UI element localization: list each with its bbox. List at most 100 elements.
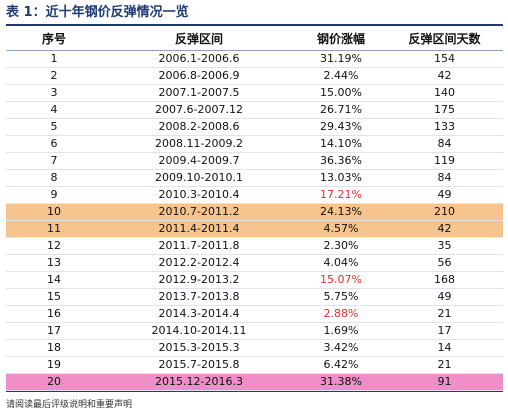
cell-days: 17 xyxy=(437,324,452,337)
cell-index: 20 xyxy=(6,373,102,391)
cell-days: 49 xyxy=(437,188,452,201)
cell-days: 35 xyxy=(437,239,452,252)
cell-days: 154 xyxy=(434,52,455,65)
cell-period: 2010.7-2011.2 xyxy=(102,203,296,221)
cell-price-rise: 5.75% xyxy=(323,290,359,303)
header-days: 反弹区间天数 xyxy=(408,31,481,46)
cell-days: 21 xyxy=(437,358,452,371)
cell-index: 15 xyxy=(47,290,61,303)
cell-price-rise: 2.88% xyxy=(323,307,359,320)
cell-index: 14 xyxy=(47,273,61,286)
table-row: 17 2014.10-2014.11 1.69% 17 xyxy=(6,323,503,340)
cell-period: 2007.6-2007.12 xyxy=(155,103,243,116)
cell-index: 2 xyxy=(50,69,58,82)
cell-price-rise: 2.30% xyxy=(323,239,359,252)
cell-index: 6 xyxy=(50,137,58,150)
cell-period: 2009.4-2009.7 xyxy=(158,154,240,167)
table-row: 18 2015.3-2015.3 3.42% 14 xyxy=(6,340,503,357)
cell-period: 2006.8-2006.9 xyxy=(158,69,240,82)
cell-period: 2014.3-2014.4 xyxy=(158,307,240,320)
header-period: 反弹区间 xyxy=(174,31,223,46)
cell-days: 175 xyxy=(434,103,455,116)
cell-days: 14 xyxy=(437,341,452,354)
table-row: 11 2011.4-2011.4 4.57% 42 xyxy=(6,220,503,238)
table-bottom-rule xyxy=(6,391,503,392)
cell-period: 2011.7-2011.8 xyxy=(158,239,240,252)
cell-period: 2015.3-2015.3 xyxy=(158,341,240,354)
cell-price-rise: 3.42% xyxy=(323,341,359,354)
cell-price-rise: 4.04% xyxy=(323,256,359,269)
cell-period: 2007.1-2007.5 xyxy=(158,86,240,99)
cell-days: 21 xyxy=(437,307,452,320)
cell-days: 42 xyxy=(437,69,452,82)
cell-days: 133 xyxy=(434,120,455,133)
cell-period: 2006.1-2006.6 xyxy=(158,52,240,65)
cell-price-rise: 31.38% xyxy=(296,373,386,391)
cell-period: 2008.2-2008.6 xyxy=(158,120,240,133)
cell-days: 119 xyxy=(434,154,455,167)
table-row: 19 2015.7-2015.8 6.42% 21 xyxy=(6,357,503,374)
cell-index: 12 xyxy=(47,239,61,252)
cell-index: 13 xyxy=(47,256,61,269)
table-header-row: 序号 反弹区间 钢价涨幅 反弹区间天数 xyxy=(6,26,503,51)
cell-period: 2014.10-2014.11 xyxy=(151,324,247,337)
table-row: 1 2006.1-2006.6 31.19% 154 xyxy=(6,51,503,68)
table-row: 2 2006.8-2006.9 2.44% 42 xyxy=(6,68,503,85)
cell-price-rise: 14.10% xyxy=(320,137,362,150)
table-row: 10 2010.7-2011.2 24.13% 210 xyxy=(6,203,503,221)
table-row: 7 2009.4-2009.7 36.36% 119 xyxy=(6,153,503,170)
table-row: 15 2013.7-2013.8 5.75% 49 xyxy=(6,289,503,306)
table-row: 16 2014.3-2014.4 2.88% 21 xyxy=(6,306,503,323)
cell-days: 84 xyxy=(437,137,452,150)
table-row: 5 2008.2-2008.6 29.43% 133 xyxy=(6,119,503,136)
steel-price-rebound-table: 序号 反弹区间 钢价涨幅 反弹区间天数 1 2006.1-2006.6 31.19%… xyxy=(6,26,503,391)
table-row: 3 2007.1-2007.5 15.00% 140 xyxy=(6,85,503,102)
cell-index: 9 xyxy=(50,188,58,201)
cell-period: 2012.2-2012.4 xyxy=(158,256,240,269)
cell-index: 11 xyxy=(6,220,102,238)
cell-price-rise: 24.13% xyxy=(296,203,386,221)
cell-period: 2008.11-2009.2 xyxy=(155,137,243,150)
cell-days: 42 xyxy=(386,220,503,238)
header-index: 序号 xyxy=(41,31,66,46)
cell-period: 2015.7-2015.8 xyxy=(158,358,240,371)
cell-index: 4 xyxy=(50,103,58,116)
table-row: 9 2010.3-2010.4 17.21% 49 xyxy=(6,187,503,204)
footnote: 请阅读最后评级说明和重要声明 xyxy=(6,400,133,410)
table-row: 14 2012.9-2013.2 15.07% 168 xyxy=(6,272,503,289)
cell-index: 17 xyxy=(47,324,61,337)
cell-days: 84 xyxy=(437,171,452,184)
cell-price-rise: 4.57% xyxy=(296,220,386,238)
cell-index: 8 xyxy=(50,171,58,184)
cell-price-rise: 31.19% xyxy=(320,52,362,65)
cell-price-rise: 2.44% xyxy=(323,69,359,82)
table-row: 4 2007.6-2007.12 26.71% 175 xyxy=(6,102,503,119)
table-row: 13 2012.2-2012.4 4.04% 56 xyxy=(6,255,503,272)
cell-price-rise: 17.21% xyxy=(320,188,362,201)
cell-period: 2013.7-2013.8 xyxy=(158,290,240,303)
cell-period: 2009.10-2010.1 xyxy=(155,171,243,184)
cell-period: 2011.4-2011.4 xyxy=(102,220,296,238)
cell-index: 10 xyxy=(6,203,102,221)
cell-days: 91 xyxy=(386,373,503,391)
cell-days: 56 xyxy=(437,256,452,269)
cell-index: 5 xyxy=(50,120,58,133)
header-price-rise: 钢价涨幅 xyxy=(316,31,365,46)
table-row: 12 2011.7-2011.8 2.30% 35 xyxy=(6,238,503,255)
cell-index: 1 xyxy=(50,52,58,65)
data-table-container: 序号 反弹区间 钢价涨幅 反弹区间天数 1 2006.1-2006.6 31.19%… xyxy=(6,24,503,392)
cell-price-rise: 15.00% xyxy=(320,86,362,99)
cell-days: 140 xyxy=(434,86,455,99)
cell-price-rise: 36.36% xyxy=(320,154,362,167)
cell-index: 18 xyxy=(47,341,61,354)
cell-price-rise: 26.71% xyxy=(320,103,362,116)
cell-index: 3 xyxy=(50,86,58,99)
cell-price-rise: 29.43% xyxy=(320,120,362,133)
table-top-rule xyxy=(6,24,503,26)
table-row: 6 2008.11-2009.2 14.10% 84 xyxy=(6,136,503,153)
cell-price-rise: 1.69% xyxy=(323,324,359,337)
cell-period: 2010.3-2010.4 xyxy=(158,188,240,201)
table-row: 8 2009.10-2010.1 13.03% 84 xyxy=(6,170,503,187)
cell-price-rise: 13.03% xyxy=(320,171,362,184)
cell-index: 19 xyxy=(47,358,61,371)
